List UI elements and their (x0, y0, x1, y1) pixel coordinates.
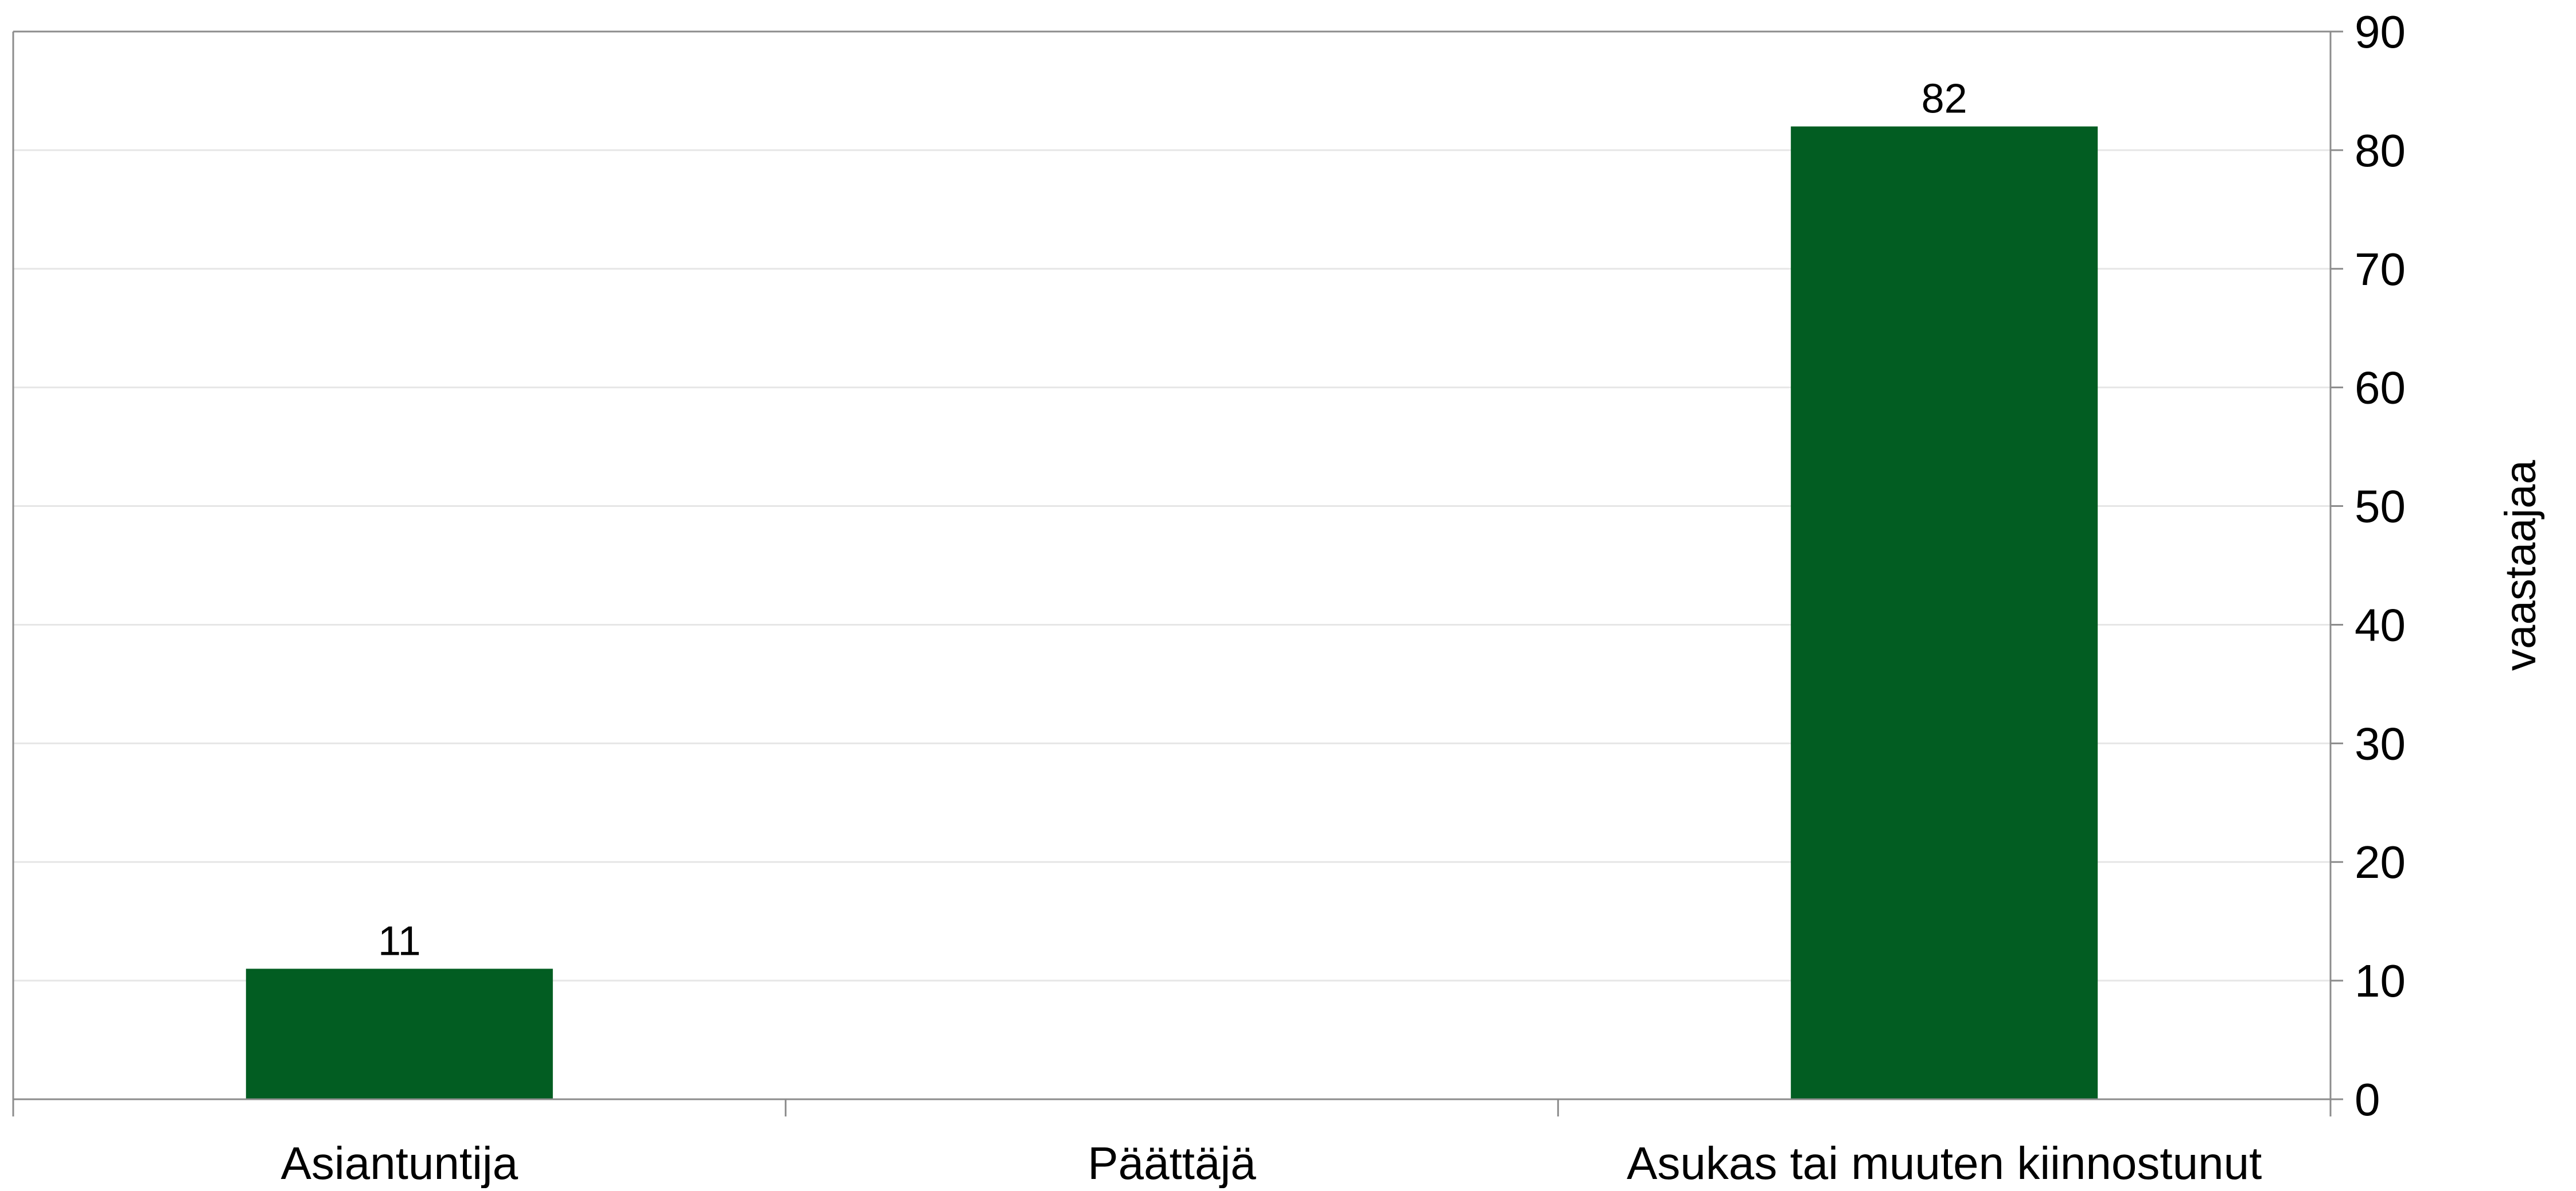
y-axis-title: vaastaajaa (2496, 459, 2545, 670)
x-tick-label: Asukas tai muuten kiinnostunut (1627, 1138, 2262, 1188)
y-tick-label: 20 (2355, 837, 2406, 888)
labels: 0 10 20 30 40 50 60 70 80 90 11 82 Asiantuntija Päätt… (281, 6, 2545, 1189)
y-tick-label: 40 (2355, 599, 2406, 650)
axes (12, 30, 2343, 1116)
y-tick-label: 30 (2355, 718, 2406, 769)
y-tick-label: 70 (2355, 244, 2406, 295)
x-tick-label: Asiantuntija (281, 1138, 519, 1188)
y-tick-label: 90 (2355, 6, 2406, 57)
y-tick-label: 50 (2355, 481, 2406, 532)
data-label: 11 (378, 918, 421, 964)
data-label: 82 (1922, 76, 1967, 122)
bar-3 (1791, 126, 2098, 1099)
x-tick-label: Päättäjä (1088, 1138, 1256, 1188)
bar-1 (245, 969, 553, 1099)
y-tick-label: 10 (2355, 955, 2406, 1006)
y-tick-label: 80 (2355, 125, 2406, 176)
gridlines (13, 149, 2331, 982)
y-tick-label: 60 (2355, 362, 2406, 413)
bars (245, 126, 2098, 1099)
y-tick-label: 0 (2355, 1074, 2380, 1125)
